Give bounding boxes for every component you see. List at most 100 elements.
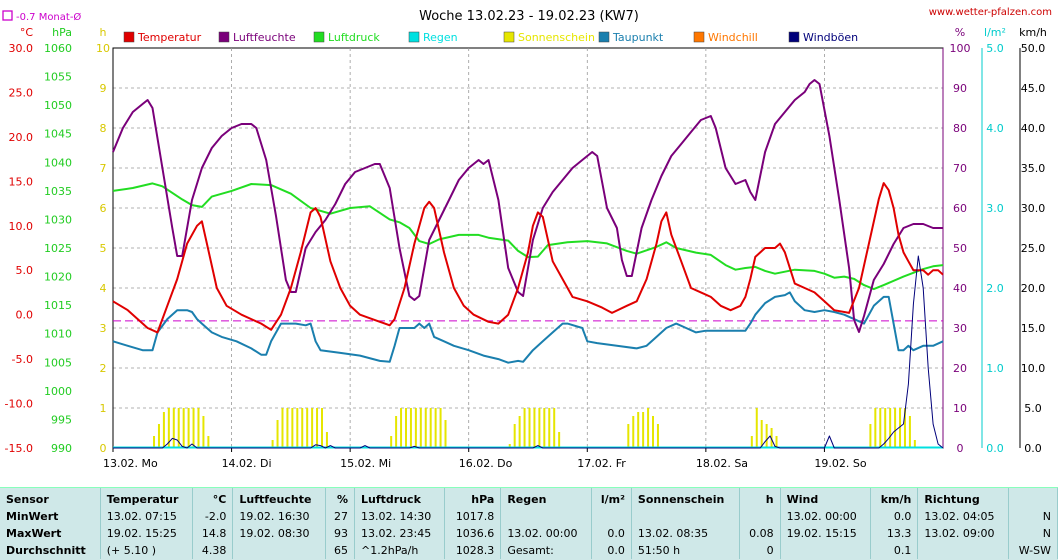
pressure-tick-label: 1050 [44, 99, 72, 112]
stats-header-cell: Richtung [917, 488, 1009, 508]
wind-unit-label: km/h [1019, 26, 1047, 39]
stats-header-cell [1008, 488, 1058, 508]
sunshine-bar [197, 408, 200, 448]
wind-tick-label: 50.0 [1021, 42, 1046, 55]
legend-swatch-windchill [693, 31, 705, 43]
stats-cell: 93 [325, 525, 356, 542]
legend-swatch-dewpoint [598, 31, 610, 43]
sunshine-bar [429, 408, 432, 448]
sunshine-bar [528, 408, 531, 448]
x-tick-label: 17.02. Fr [577, 457, 626, 470]
sunshine-unit-label: h [100, 26, 107, 39]
sunshine-bar [869, 424, 872, 448]
sunshine-bar [637, 412, 640, 448]
x-tick-label: 13.02. Mo [103, 457, 158, 470]
temperature-tick-label: -5.0 [12, 353, 33, 366]
site-url: www.wetter-pfalzen.com [929, 7, 1052, 18]
stats-cell: Gesamt: [500, 542, 592, 559]
humidity-tick-label: 70 [953, 162, 967, 175]
sunshine-bar [775, 436, 778, 448]
stats-row-avg: Durchschnitt (+ 5.10 ) 4.38 65 ^1.2hPa/h 1028… [0, 542, 1058, 559]
stats-cell: ^1.2hPa/h [354, 542, 446, 559]
sunshine-bar [414, 408, 417, 448]
sunshine-tick-label: 2 [100, 362, 107, 375]
sunshine-bar [395, 416, 398, 448]
stats-header-cell: Luftfeuchte [232, 488, 326, 508]
sunshine-bar [434, 408, 437, 448]
humidity-tick-label: 10 [953, 402, 967, 415]
sunshine-bar [153, 436, 156, 448]
legend-swatch-rain [408, 31, 420, 43]
sunshine-bar [894, 408, 897, 448]
sunshine-tick-label: 1 [100, 402, 107, 415]
sunshine-bar [167, 408, 170, 448]
stats-row-label: Durchschnitt [0, 542, 101, 559]
stats-cell [591, 508, 632, 525]
grid [112, 47, 944, 449]
legend-label-humidity: Luftfeuchte [233, 31, 296, 44]
temperature-tick-label: 25.0 [9, 86, 34, 99]
stats-cell: 19.02. 15:25 [100, 525, 193, 542]
humidity-tick-label: 50 [953, 242, 967, 255]
legend-label-sunshine: Sonnenschein [518, 31, 595, 44]
sunshine-bar [182, 408, 185, 448]
sunshine-bar [296, 408, 299, 448]
stats-cell: 0.0 [870, 508, 919, 525]
pressure-tick-label: 995 [51, 413, 72, 426]
stats-cell: 13.02. 00:00 [780, 508, 871, 525]
legend-swatch-sunshine [503, 31, 515, 43]
pressure-unit-label: hPa [52, 26, 72, 39]
legend-label-pressure: Luftdruck [328, 31, 380, 44]
temperature-tick-label: 10.0 [9, 220, 34, 233]
stats-header-cell: % [325, 488, 356, 508]
legend-label-gust: Windböen [803, 31, 858, 44]
sunshine-bar [325, 432, 328, 448]
legend-label-windchill: Windchill [708, 31, 758, 44]
statistics-table: Sensor Temperatur °C Luftfeuchte% Luftdruck h… [0, 488, 1058, 559]
sunshine-bar [281, 408, 284, 448]
wind-tick-label: 35.0 [1021, 162, 1046, 175]
x-tick-label: 16.02. Do [459, 457, 513, 470]
month-avg-label: -0.7 Monat-Ø [16, 11, 81, 23]
stats-cell: 13.02. 07:15 [100, 508, 193, 525]
wind-tick-label: 10.0 [1021, 362, 1046, 375]
sunshine-bar [750, 436, 753, 448]
stats-header-cell: °C [192, 488, 234, 508]
sunshine-bar [647, 408, 650, 448]
stats-cell [780, 542, 871, 559]
stats-cell: N [1008, 525, 1058, 542]
sunshine-bar [548, 408, 551, 448]
stats-cell: 0.0 [591, 525, 632, 542]
dewpoint-line [112, 291, 944, 364]
stats-row-label: MaxWert [0, 525, 101, 542]
stats-header-cell: km/h [870, 488, 919, 508]
temperature-tick-label: 0.0 [16, 309, 34, 322]
sunshine-tick-label: 6 [100, 202, 107, 215]
sunshine-tick-label: 3 [100, 322, 107, 335]
gust-line [113, 255, 944, 449]
sunshine-bar [400, 408, 403, 448]
series-lines [112, 79, 944, 449]
pressure-tick-label: 1040 [44, 156, 72, 169]
stats-cell [917, 542, 1009, 559]
sunshine-bar [884, 408, 887, 448]
sunshine-bar [518, 416, 521, 448]
stats-cell: 13.02. 04:05 [917, 508, 1009, 525]
sunshine-bar [627, 424, 630, 448]
stats-cell: 13.02. 08:35 [631, 525, 740, 542]
x-tick-label: 15.02. Mi [340, 457, 391, 470]
sunshine-bar [523, 408, 526, 448]
humidity-tick-label: 30 [953, 322, 967, 335]
stats-cell: 13.02. 00:00 [500, 525, 592, 542]
stats-cell: N [1008, 508, 1058, 525]
pressure-tick-label: 1015 [44, 299, 72, 312]
stats-header-cell: Sonnenschein [631, 488, 740, 508]
stats-cell: 0 [739, 542, 781, 559]
pressure-tick-label: 1010 [44, 328, 72, 341]
pressure-tick-label: 1030 [44, 213, 72, 226]
wind-tick-label: 5.0 [1024, 402, 1042, 415]
stats-cell: 13.3 [870, 525, 919, 542]
pressure-tick-label: 990 [51, 442, 72, 455]
temperature-line [112, 182, 944, 334]
sunshine-bar [642, 412, 645, 448]
